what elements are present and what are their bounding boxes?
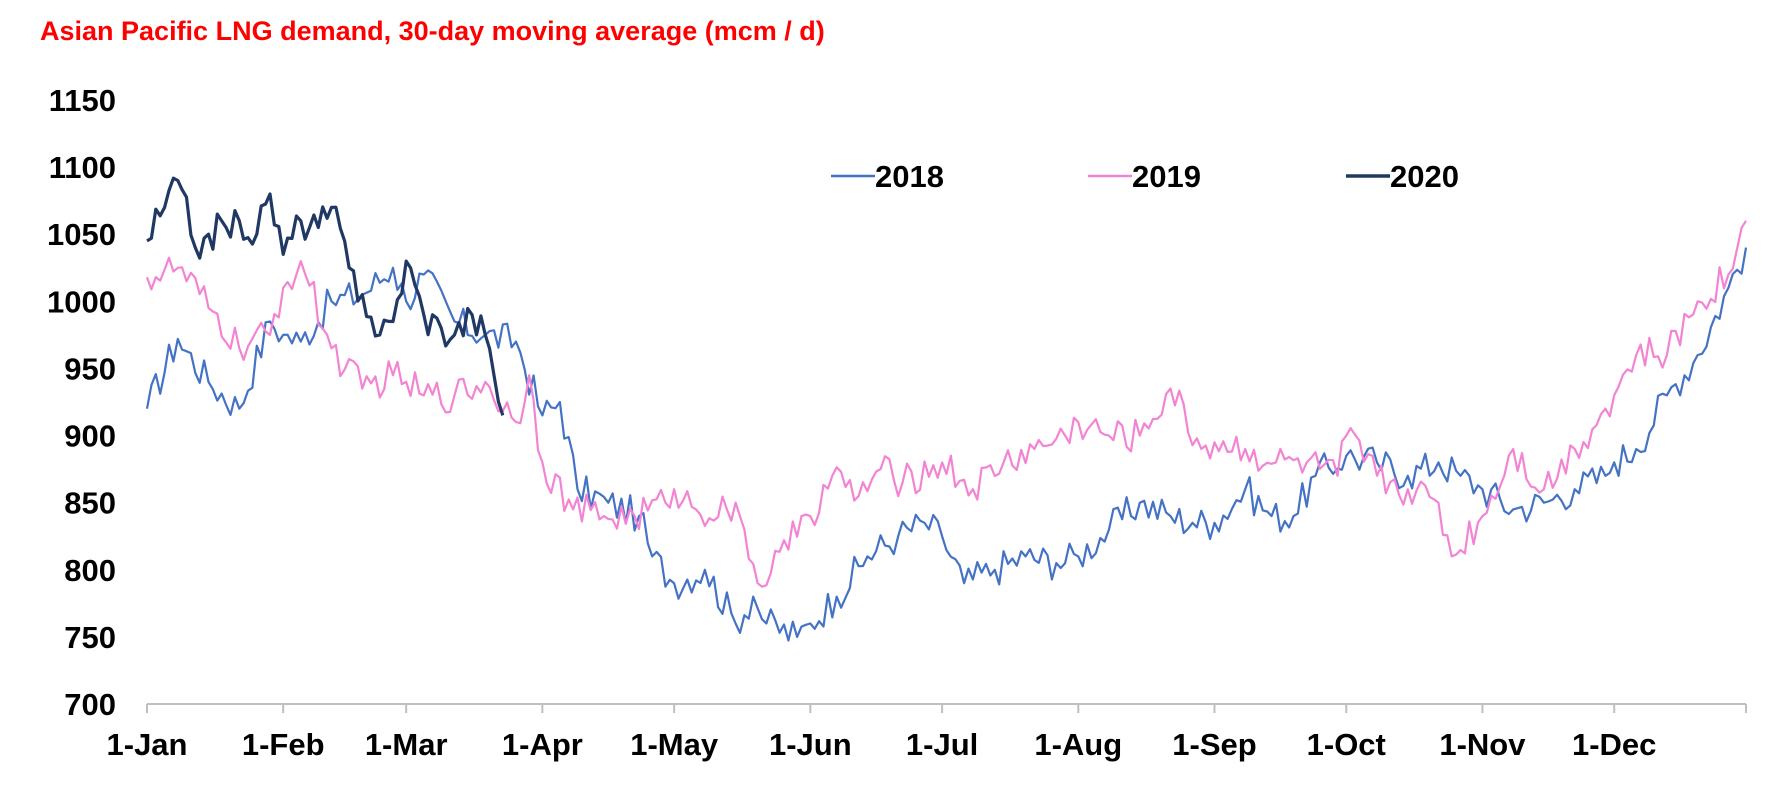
series-lines: [145, 176, 1748, 642]
x-tick-label: 1-Jul: [906, 727, 978, 762]
legend-label-2018: 2018: [875, 159, 944, 194]
y-tick-label: 950: [64, 351, 116, 386]
x-tick-label: 1-Jun: [769, 727, 852, 762]
x-tick-label: 1-Sep: [1172, 727, 1256, 762]
y-tick-label: 800: [64, 553, 116, 588]
x-tick-label: 1-Jan: [107, 727, 188, 762]
x-tick-label: 1-Feb: [242, 727, 325, 762]
y-tick-label: 900: [64, 419, 116, 454]
series-line-2018: [145, 247, 1748, 642]
legend-label-2019: 2019: [1132, 159, 1201, 194]
x-tick-label: 1-Mar: [365, 727, 448, 762]
x-tick-label: 1-Apr: [502, 727, 583, 762]
legend-label-2020: 2020: [1390, 159, 1459, 194]
y-tick-label: 750: [64, 620, 116, 655]
x-tick-label: 1-May: [630, 727, 719, 762]
x-axis-ticks: 1-Jan 1-Feb 1-Mar 1-Apr 1-May 1-Jun 1-Jul 1-Aug…: [107, 704, 1747, 762]
series-line-2019: [145, 220, 1747, 588]
y-tick-label: 850: [64, 486, 116, 521]
x-tick-label: 1-Aug: [1034, 727, 1122, 762]
series-line-2020: [146, 176, 505, 416]
y-tick-label: 1150: [49, 83, 116, 118]
y-tick-label: 1050: [47, 217, 116, 252]
x-tick-label: 1-Dec: [1572, 727, 1656, 762]
chart-title: Asian Pacific LNG demand, 30-day moving …: [40, 16, 825, 46]
x-tick-label: 1-Oct: [1307, 727, 1386, 762]
legend: 2018 2019 2020: [831, 159, 1459, 194]
x-tick-label: 1-Nov: [1439, 727, 1526, 762]
y-tick-label: 1000: [47, 284, 116, 319]
y-tick-label: 1100: [49, 150, 116, 185]
y-tick-label: 700: [64, 687, 116, 722]
y-axis-ticks: 700 750 800 850 900 950 1000 1050 1100 1150: [47, 83, 116, 722]
